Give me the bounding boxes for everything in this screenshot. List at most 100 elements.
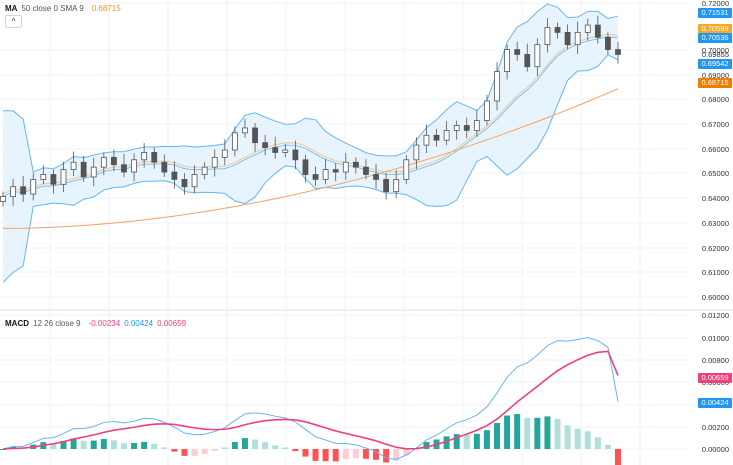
candle-body (403, 159, 410, 180)
candle-body (181, 178, 188, 188)
macd-histogram-bar (373, 449, 380, 460)
macd-histogram-bar (302, 449, 309, 457)
candle-body (90, 166, 97, 178)
lower-band-line (2, 54, 619, 283)
macd-histogram-bar (554, 418, 561, 449)
candle-body (524, 54, 531, 68)
candle-body (141, 152, 148, 161)
candle-body (262, 142, 269, 148)
price-axis-tick: 0.60000 (701, 293, 729, 302)
macd-histogram-bar (181, 449, 188, 456)
candle-body (393, 178, 400, 193)
macd-histogram-bar (322, 449, 329, 462)
candle-body (413, 144, 420, 161)
macd-histogram-bar (70, 438, 77, 449)
price-axis-tick: 0.66000 (701, 145, 729, 154)
macd-histogram-bar (292, 449, 299, 452)
macd-histogram-bar (50, 442, 57, 449)
candle-body (20, 186, 27, 195)
price-axis-tick: 0.62000 (701, 244, 729, 253)
candle-body (171, 171, 178, 180)
candle-body (443, 129, 450, 141)
macd-histogram-bar (534, 417, 541, 449)
macd-legend-macd: 0.00424 (124, 319, 154, 328)
candle-body (60, 169, 67, 185)
candle-body (292, 149, 299, 161)
macd-histogram-bar (241, 438, 248, 449)
macd-histogram-bar (362, 449, 369, 459)
candle-body (423, 134, 430, 146)
upper-band-tag: 0.71531 (698, 8, 732, 18)
macd-histogram-bar (100, 439, 107, 449)
candle-body (242, 127, 248, 134)
candle-body (534, 44, 541, 68)
candle-body (383, 178, 390, 193)
macd-histogram-bar (252, 439, 259, 449)
macd-axis-tick: 0.00200 (701, 423, 729, 432)
candle-body (272, 147, 279, 153)
macd-histogram-bar (312, 449, 319, 461)
candle-body (615, 49, 621, 55)
macd-histogram-bar (524, 417, 531, 449)
macd-histogram-bar (131, 442, 138, 449)
macd-histogram-bar (171, 449, 178, 452)
ma-legend-name: MA (5, 4, 18, 13)
price-axis-tick: 0.72000 (701, 0, 729, 8)
basis-tag: 0.70536 (698, 33, 732, 43)
candle-body (70, 161, 77, 170)
macd-histogram-bar (594, 437, 601, 449)
price-axis-tick: 0.63000 (701, 219, 729, 228)
macd-histogram-bar (403, 449, 410, 456)
macd-histogram-bar (342, 449, 349, 460)
price-axis-tick: 0.69000 (701, 71, 729, 80)
candle-body (473, 120, 480, 131)
macd-histogram-bar (141, 441, 148, 449)
candle-body (494, 71, 500, 102)
ma-legend-value: 0.68715 (91, 4, 121, 13)
candle-body (30, 178, 37, 195)
macd-histogram-bar (120, 443, 127, 449)
macd-histogram-bar (201, 449, 208, 455)
macd-histogram-bar (332, 449, 339, 462)
candle-body (282, 149, 289, 153)
candle-body (191, 174, 198, 188)
macd-line (2, 337, 619, 460)
price-axis-tick: 0.70000 (701, 46, 729, 55)
basis-line (2, 36, 619, 197)
price-axis-tick: 0.67000 (701, 120, 729, 129)
price-axis-tick: 0.65000 (701, 169, 729, 178)
candle-body (433, 134, 440, 141)
macd-histogram-bar (443, 436, 450, 449)
candle-body (342, 161, 349, 173)
price-axis-tick: 0.64000 (701, 194, 729, 203)
collapse-chevron-up-icon[interactable]: ^ (5, 15, 22, 28)
macd-axis-tick: 0.00000 (701, 445, 729, 454)
ma-legend-params: 50 close 0 SMA 9 (21, 4, 84, 13)
candle-body (514, 49, 521, 55)
upper-band-line (3, 3, 619, 173)
signal-tag: 0.00659 (698, 373, 732, 383)
candle-body (584, 24, 591, 33)
candle-body (221, 149, 228, 158)
macd-histogram-bar (453, 434, 460, 449)
macd-histogram-bar (191, 449, 198, 456)
candle-body (504, 49, 510, 72)
candle-body (352, 161, 359, 168)
macd-histogram-bar (494, 422, 501, 449)
candle-body (373, 174, 379, 180)
macd-histogram-bar (282, 447, 289, 449)
candle-body (554, 27, 561, 33)
ma50-line (2, 88, 619, 229)
bollinger-band-fill (3, 3, 618, 283)
candle-body (312, 174, 319, 180)
candle-body (0, 196, 6, 202)
macd-histogram-bar (231, 441, 238, 449)
candle-body (231, 132, 238, 151)
macd-histogram-bar (483, 430, 490, 449)
candle-body (363, 166, 369, 175)
candle-body (100, 156, 107, 168)
candle-body (161, 161, 168, 173)
macd-histogram-bar (473, 433, 480, 449)
macd-axis-tick: 0.01000 (701, 334, 729, 343)
